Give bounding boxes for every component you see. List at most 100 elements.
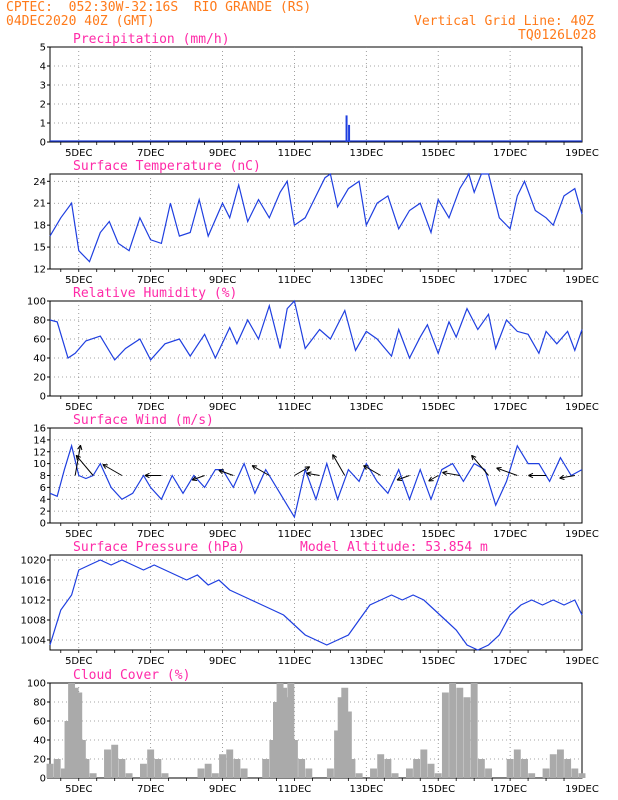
y-tick-label: 100	[27, 679, 46, 690]
wind-arrow-head	[191, 476, 197, 481]
cloud-bar	[273, 702, 280, 778]
plot-frame	[49, 173, 583, 270]
wind-arrow-head	[528, 475, 534, 479]
wind-arrow-head	[77, 444, 81, 450]
cloud-bar	[513, 749, 521, 778]
y-tick-label: 15	[33, 243, 46, 254]
cloud-bar	[434, 773, 442, 778]
x-tick-label: 11DEC	[278, 275, 312, 286]
cloud-bar	[337, 697, 345, 778]
x-tick-label: 19DEC	[565, 148, 599, 159]
x-tick-label: 9DEC	[209, 148, 236, 159]
x-tick-label: 7DEC	[137, 784, 164, 795]
cloud-bar	[413, 759, 421, 778]
panel-title: Surface Pressure (hPa)	[73, 540, 245, 555]
cloud-bar	[226, 749, 234, 778]
wind-arrow-head	[428, 476, 432, 482]
wind-arrow-head	[75, 454, 81, 458]
y-tick-label: 5	[40, 43, 46, 54]
y-tick-label: 21	[33, 199, 46, 210]
wind-arrow	[559, 475, 575, 479]
y-tick-label: 100	[27, 297, 46, 308]
y-tick-label: 80	[33, 316, 46, 327]
header-line2-right: TQ0126L028	[518, 28, 597, 43]
cloud-bar	[276, 683, 284, 778]
wind-arrow	[496, 467, 518, 476]
cloud-bar	[78, 740, 86, 778]
wind-arrow-head	[528, 472, 534, 476]
wind-arrow	[306, 472, 320, 476]
x-tick-label: 13DEC	[349, 529, 383, 540]
x-tick-label: 11DEC	[278, 529, 312, 540]
series-line	[49, 559, 583, 651]
x-tick-label: 15DEC	[421, 402, 455, 413]
cloud-bar	[384, 759, 392, 778]
x-tick-label: 15DEC	[421, 656, 455, 667]
cloud-bar	[104, 749, 111, 778]
wind-arrow-head	[192, 479, 198, 482]
cloud-bar	[470, 683, 478, 778]
cloud-bar	[75, 692, 83, 778]
panel-title: Cloud Cover (%)	[73, 668, 190, 683]
x-tick-label: 7DEC	[137, 148, 164, 159]
x-tick-label: 13DEC	[349, 402, 383, 413]
cloud-bar	[334, 730, 342, 778]
cloud-bar	[391, 773, 399, 778]
x-tick-label: 11DEC	[278, 656, 312, 667]
x-tick-label: 15DEC	[421, 784, 455, 795]
x-tick-label: 11DEC	[278, 148, 312, 159]
x-tick-label: 9DEC	[209, 529, 236, 540]
x-tick-label: 9DEC	[209, 275, 236, 286]
wind-arrow-head	[559, 474, 564, 479]
y-tick-label: 0	[40, 138, 46, 149]
panel-title: Surface Temperature (nC)	[73, 159, 261, 174]
y-tick-label: 4	[40, 495, 46, 506]
cloud-bar	[283, 697, 291, 778]
wind-arrow-head	[251, 465, 256, 471]
y-tick-label: 40	[33, 354, 46, 365]
wind-arrow-head	[471, 455, 474, 461]
series-line	[49, 443, 583, 519]
cloud-bar	[147, 749, 155, 778]
x-tick-label: 13DEC	[349, 148, 383, 159]
cloud-bar	[542, 768, 550, 778]
x-tick-label: 5DEC	[65, 402, 92, 413]
wind-arrow-head	[397, 479, 403, 482]
cloud-bar	[71, 687, 79, 778]
wind-arrow	[102, 464, 123, 476]
y-tick-label: 24	[33, 177, 46, 188]
wind-arrow	[428, 475, 439, 482]
cloud-bar	[204, 763, 212, 778]
x-tick-label: 19DEC	[565, 402, 599, 413]
y-tick-label: 10	[33, 459, 46, 470]
cloud-bar	[571, 768, 579, 778]
cloud-bar	[449, 683, 457, 778]
y-tick-label: 18	[33, 221, 46, 232]
wind-arrow	[191, 475, 205, 481]
wind-arrow-head	[75, 455, 78, 461]
header-line1-right: Vertical Grid Line: 40Z	[414, 14, 595, 29]
wind-arrow-head	[144, 472, 150, 476]
cloud-bar	[556, 749, 564, 778]
cloud-bar	[211, 773, 219, 778]
y-tick-label: 80	[33, 698, 46, 709]
wind-arrow-head	[471, 454, 477, 458]
cloud-bar	[111, 744, 119, 778]
x-tick-label: 19DEC	[565, 656, 599, 667]
wind-arrow-head	[218, 469, 223, 475]
y-tick-label: 60	[33, 717, 46, 728]
cloud-bar	[506, 759, 514, 778]
wind-arrow	[363, 465, 381, 476]
x-tick-label: 19DEC	[565, 275, 599, 286]
wind-arrow-head	[496, 467, 501, 472]
series-line	[49, 172, 583, 263]
y-tick-label: 12	[33, 265, 46, 276]
cloud-bar	[269, 740, 277, 778]
cloud-bar	[521, 759, 528, 778]
cloud-bar	[118, 759, 126, 778]
y-tick-label: 8	[40, 471, 46, 482]
x-tick-label: 13DEC	[349, 784, 383, 795]
plot-frame	[49, 554, 583, 651]
x-tick-label: 17DEC	[493, 784, 527, 795]
cloud-bar	[305, 768, 313, 778]
